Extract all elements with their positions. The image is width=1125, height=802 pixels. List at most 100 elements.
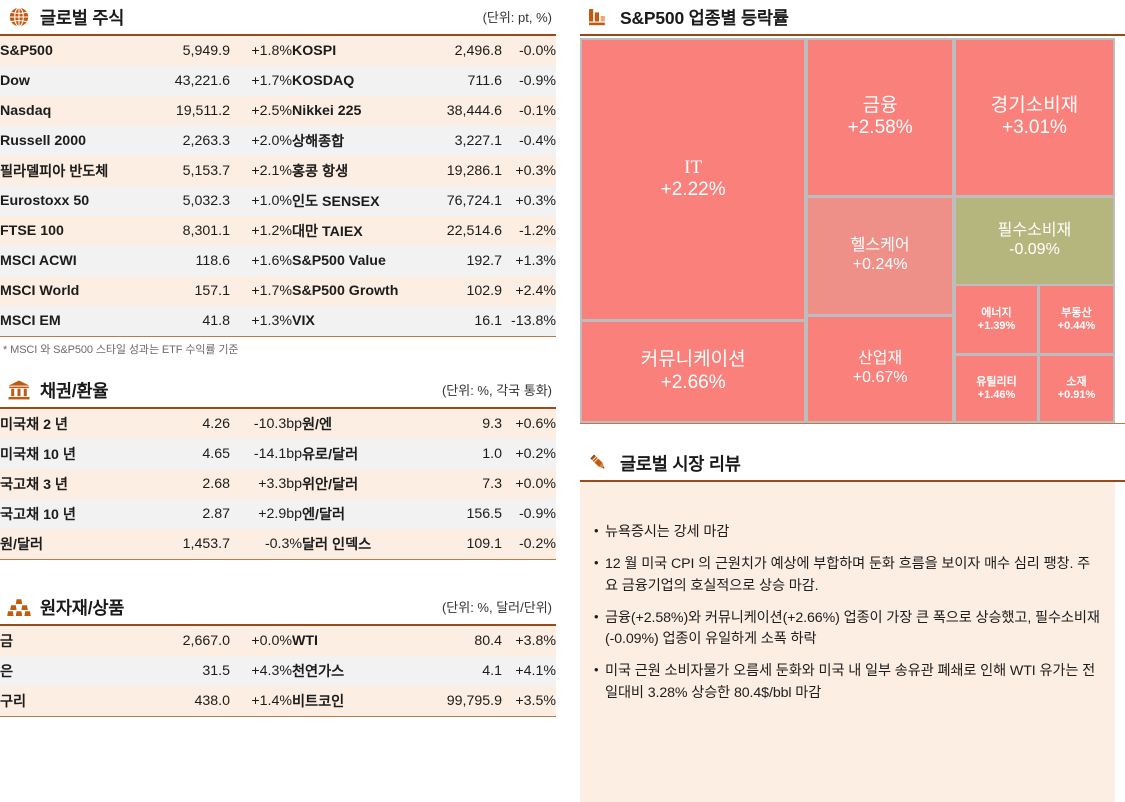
- row-right-change: +4.1%: [502, 656, 556, 686]
- row-left-value: 4.26: [145, 409, 230, 439]
- divider: [0, 716, 556, 717]
- sector-treemap-header: S&P500 업종별 등락률: [580, 0, 1125, 34]
- row-right-name: 홍콩 항생: [292, 156, 417, 186]
- row-left-value: 157.1: [145, 276, 230, 306]
- global-equity-panel: 글로벌 주식 (단위: pt, %) S&P500 5,949.9 +1.8% KOS…: [0, 0, 556, 357]
- treemap-tile[interactable]: 에너지 +1.39%: [956, 286, 1037, 353]
- table-row: 구리 438.0 +1.4% 비트코인 99,795.9 +3.5%: [0, 686, 556, 716]
- row-right-name: 천연가스: [292, 656, 417, 686]
- row-right-change: +1.3%: [502, 246, 556, 276]
- row-right-name: 유로/달러: [302, 439, 417, 469]
- row-right-value: 711.6: [417, 66, 502, 96]
- row-right-change: +0.6%: [502, 409, 556, 439]
- table-row: Dow 43,221.6 +1.7% KOSDAQ 711.6 -0.9%: [0, 66, 556, 96]
- row-right-name: S&P500 Growth: [292, 276, 417, 306]
- bonds-fx-title: 채권/환율: [40, 380, 109, 401]
- row-left-change: +1.4%: [230, 686, 292, 716]
- table-row: Russell 2000 2,263.3 +2.0% 상해종합 3,227.1 -0.4%: [0, 126, 556, 156]
- divider: [0, 624, 556, 626]
- row-right-name: 위안/달러: [302, 469, 417, 499]
- row-right-value: 3,227.1: [417, 126, 502, 156]
- review-bullet: 뉴욕증시는 강세 마감: [594, 521, 1103, 543]
- right-column: S&P500 업종별 등락률 IT +2.22% 커뮤니케이션 +2.66% 금융 +2.…: [580, 0, 1125, 802]
- global-equity-header: 글로벌 주식 (단위: pt, %): [0, 0, 556, 34]
- market-review-body: 뉴욕증시는 강세 마감 12 월 미국 CPI 의 근원치가 예상에 부합하며 둔…: [580, 482, 1115, 802]
- sector-treemap-title: S&P500 업종별 등락률: [620, 7, 789, 28]
- treemap-tile[interactable]: 산업재 +0.67%: [807, 316, 953, 422]
- row-right-value: 4.1: [417, 656, 502, 686]
- table-row: MSCI EM 41.8 +1.3% VIX 16.1 -13.8%: [0, 306, 556, 336]
- table-row: MSCI World 157.1 +1.7% S&P500 Growth 102.9 +2…: [0, 276, 556, 306]
- row-left-value: 2.68: [145, 469, 230, 499]
- row-right-name: 비트코인: [292, 686, 417, 716]
- treemap-tile[interactable]: 금융 +2.58%: [807, 39, 953, 196]
- row-right-name: S&P500 Value: [292, 246, 417, 276]
- treemap-tile[interactable]: 경기소비재 +3.01%: [956, 39, 1113, 196]
- row-left-change: +1.2%: [230, 216, 292, 246]
- treemap-tile[interactable]: 헬스케어 +0.24%: [807, 198, 953, 314]
- row-right-name: 엔/달러: [302, 499, 417, 529]
- treemap-tile[interactable]: 커뮤니케이션 +2.66%: [582, 322, 805, 422]
- row-left-name: MSCI World: [0, 276, 145, 306]
- table-row: 원/달러 1,453.7 -0.3% 달러 인덱스 109.1 -0.2%: [0, 529, 556, 559]
- treemap-tile-label: 헬스케어: [850, 237, 910, 255]
- row-right-value: 38,444.6: [417, 96, 502, 126]
- treemap-tile[interactable]: 소재 +0.91%: [1040, 355, 1113, 422]
- row-right-name: KOSDAQ: [292, 66, 417, 96]
- table-row: 국고채 3 년 2.68 +3.3bp 위안/달러 7.3 +0.0%: [0, 469, 556, 499]
- bonds-fx-header: 채권/환율 (단위: %, 각국 통화): [0, 373, 556, 407]
- treemap-tile-value: +1.39%: [977, 319, 1016, 332]
- treemap-tile[interactable]: 부동산 +0.44%: [1040, 286, 1113, 353]
- commodities-unit: (단위: %, 달러/단위): [441, 600, 552, 615]
- row-left-value: 4.65: [145, 439, 230, 469]
- row-left-name: Eurostoxx 50: [0, 186, 145, 216]
- divider: [580, 34, 1125, 36]
- global-equity-table: S&P500 5,949.9 +1.8% KOSPI 2,496.8 -0.0% Dow 43…: [0, 36, 556, 336]
- row-right-value: 109.1: [417, 529, 502, 559]
- table-row: Eurostoxx 50 5,032.3 +1.0% 인도 SENSEX 76,724.…: [0, 186, 556, 216]
- row-right-name: 인도 SENSEX: [292, 186, 417, 216]
- sector-treemap: IT +2.22% 커뮤니케이션 +2.66% 금융 +2.58% 헬스케어 +0.24% 산업…: [580, 38, 1115, 423]
- row-right-change: +0.0%: [502, 469, 556, 499]
- treemap-tile[interactable]: IT +2.22%: [582, 39, 805, 319]
- row-right-name: 대만 TAIEX: [292, 216, 417, 246]
- bonds-fx-table: 미국채 2 년 4.26 -10.3bp 원/엔 9.3 +0.6% 미국채 10 년 4.6…: [0, 409, 556, 559]
- row-right-change: +3.8%: [502, 626, 556, 656]
- row-left-name: 필라델피아 반도체: [0, 156, 145, 186]
- row-left-value: 5,153.7: [145, 156, 230, 186]
- treemap-tile-value: +0.91%: [1057, 388, 1096, 401]
- row-right-change: -0.9%: [502, 499, 556, 529]
- row-right-value: 22,514.6: [417, 216, 502, 246]
- treemap-tile[interactable]: 필수소비재 -0.09%: [956, 198, 1113, 284]
- row-right-change: -0.0%: [502, 36, 556, 66]
- row-left-value: 118.6: [145, 246, 230, 276]
- row-left-name: MSCI EM: [0, 306, 145, 336]
- row-right-name: Nikkei 225: [292, 96, 417, 126]
- divider: [580, 480, 1125, 482]
- commodities-title: 원자재/상품: [40, 597, 125, 618]
- bar-chart-icon: [586, 5, 612, 29]
- row-left-change: +4.3%: [230, 656, 292, 686]
- bonds-fx-unit: (단위: %, 각국 통화): [441, 383, 552, 398]
- row-left-value: 1,453.7: [145, 529, 230, 559]
- treemap-tile-label: 산업재: [858, 350, 903, 368]
- treemap-tile[interactable]: 유틸리티 +1.46%: [956, 355, 1037, 422]
- row-left-name: 금: [0, 626, 145, 656]
- row-left-change: +1.0%: [230, 186, 292, 216]
- treemap-tile-value: +1.46%: [977, 388, 1016, 401]
- treemap-tile-label: IT: [684, 156, 703, 178]
- treemap-tile-value: +2.22%: [660, 179, 726, 201]
- row-left-value: 438.0: [145, 686, 230, 716]
- left-column: 글로벌 주식 (단위: pt, %) S&P500 5,949.9 +1.8% KOS…: [0, 0, 556, 717]
- treemap-tile-label: 커뮤니케이션: [640, 349, 746, 371]
- bonds-fx-panel: 채권/환율 (단위: %, 각국 통화) 미국채 2 년 4.26 -10.3bp 원…: [0, 373, 556, 560]
- row-right-name: 상해종합: [292, 126, 417, 156]
- row-left-change: -10.3bp: [230, 409, 302, 439]
- row-left-name: MSCI ACWI: [0, 246, 145, 276]
- row-left-value: 41.8: [145, 306, 230, 336]
- row-left-change: +1.7%: [230, 66, 292, 96]
- treemap-tile-label: 유틸리티: [976, 375, 1017, 388]
- global-equity-title: 글로벌 주식: [40, 7, 125, 28]
- globe-icon: [6, 5, 32, 29]
